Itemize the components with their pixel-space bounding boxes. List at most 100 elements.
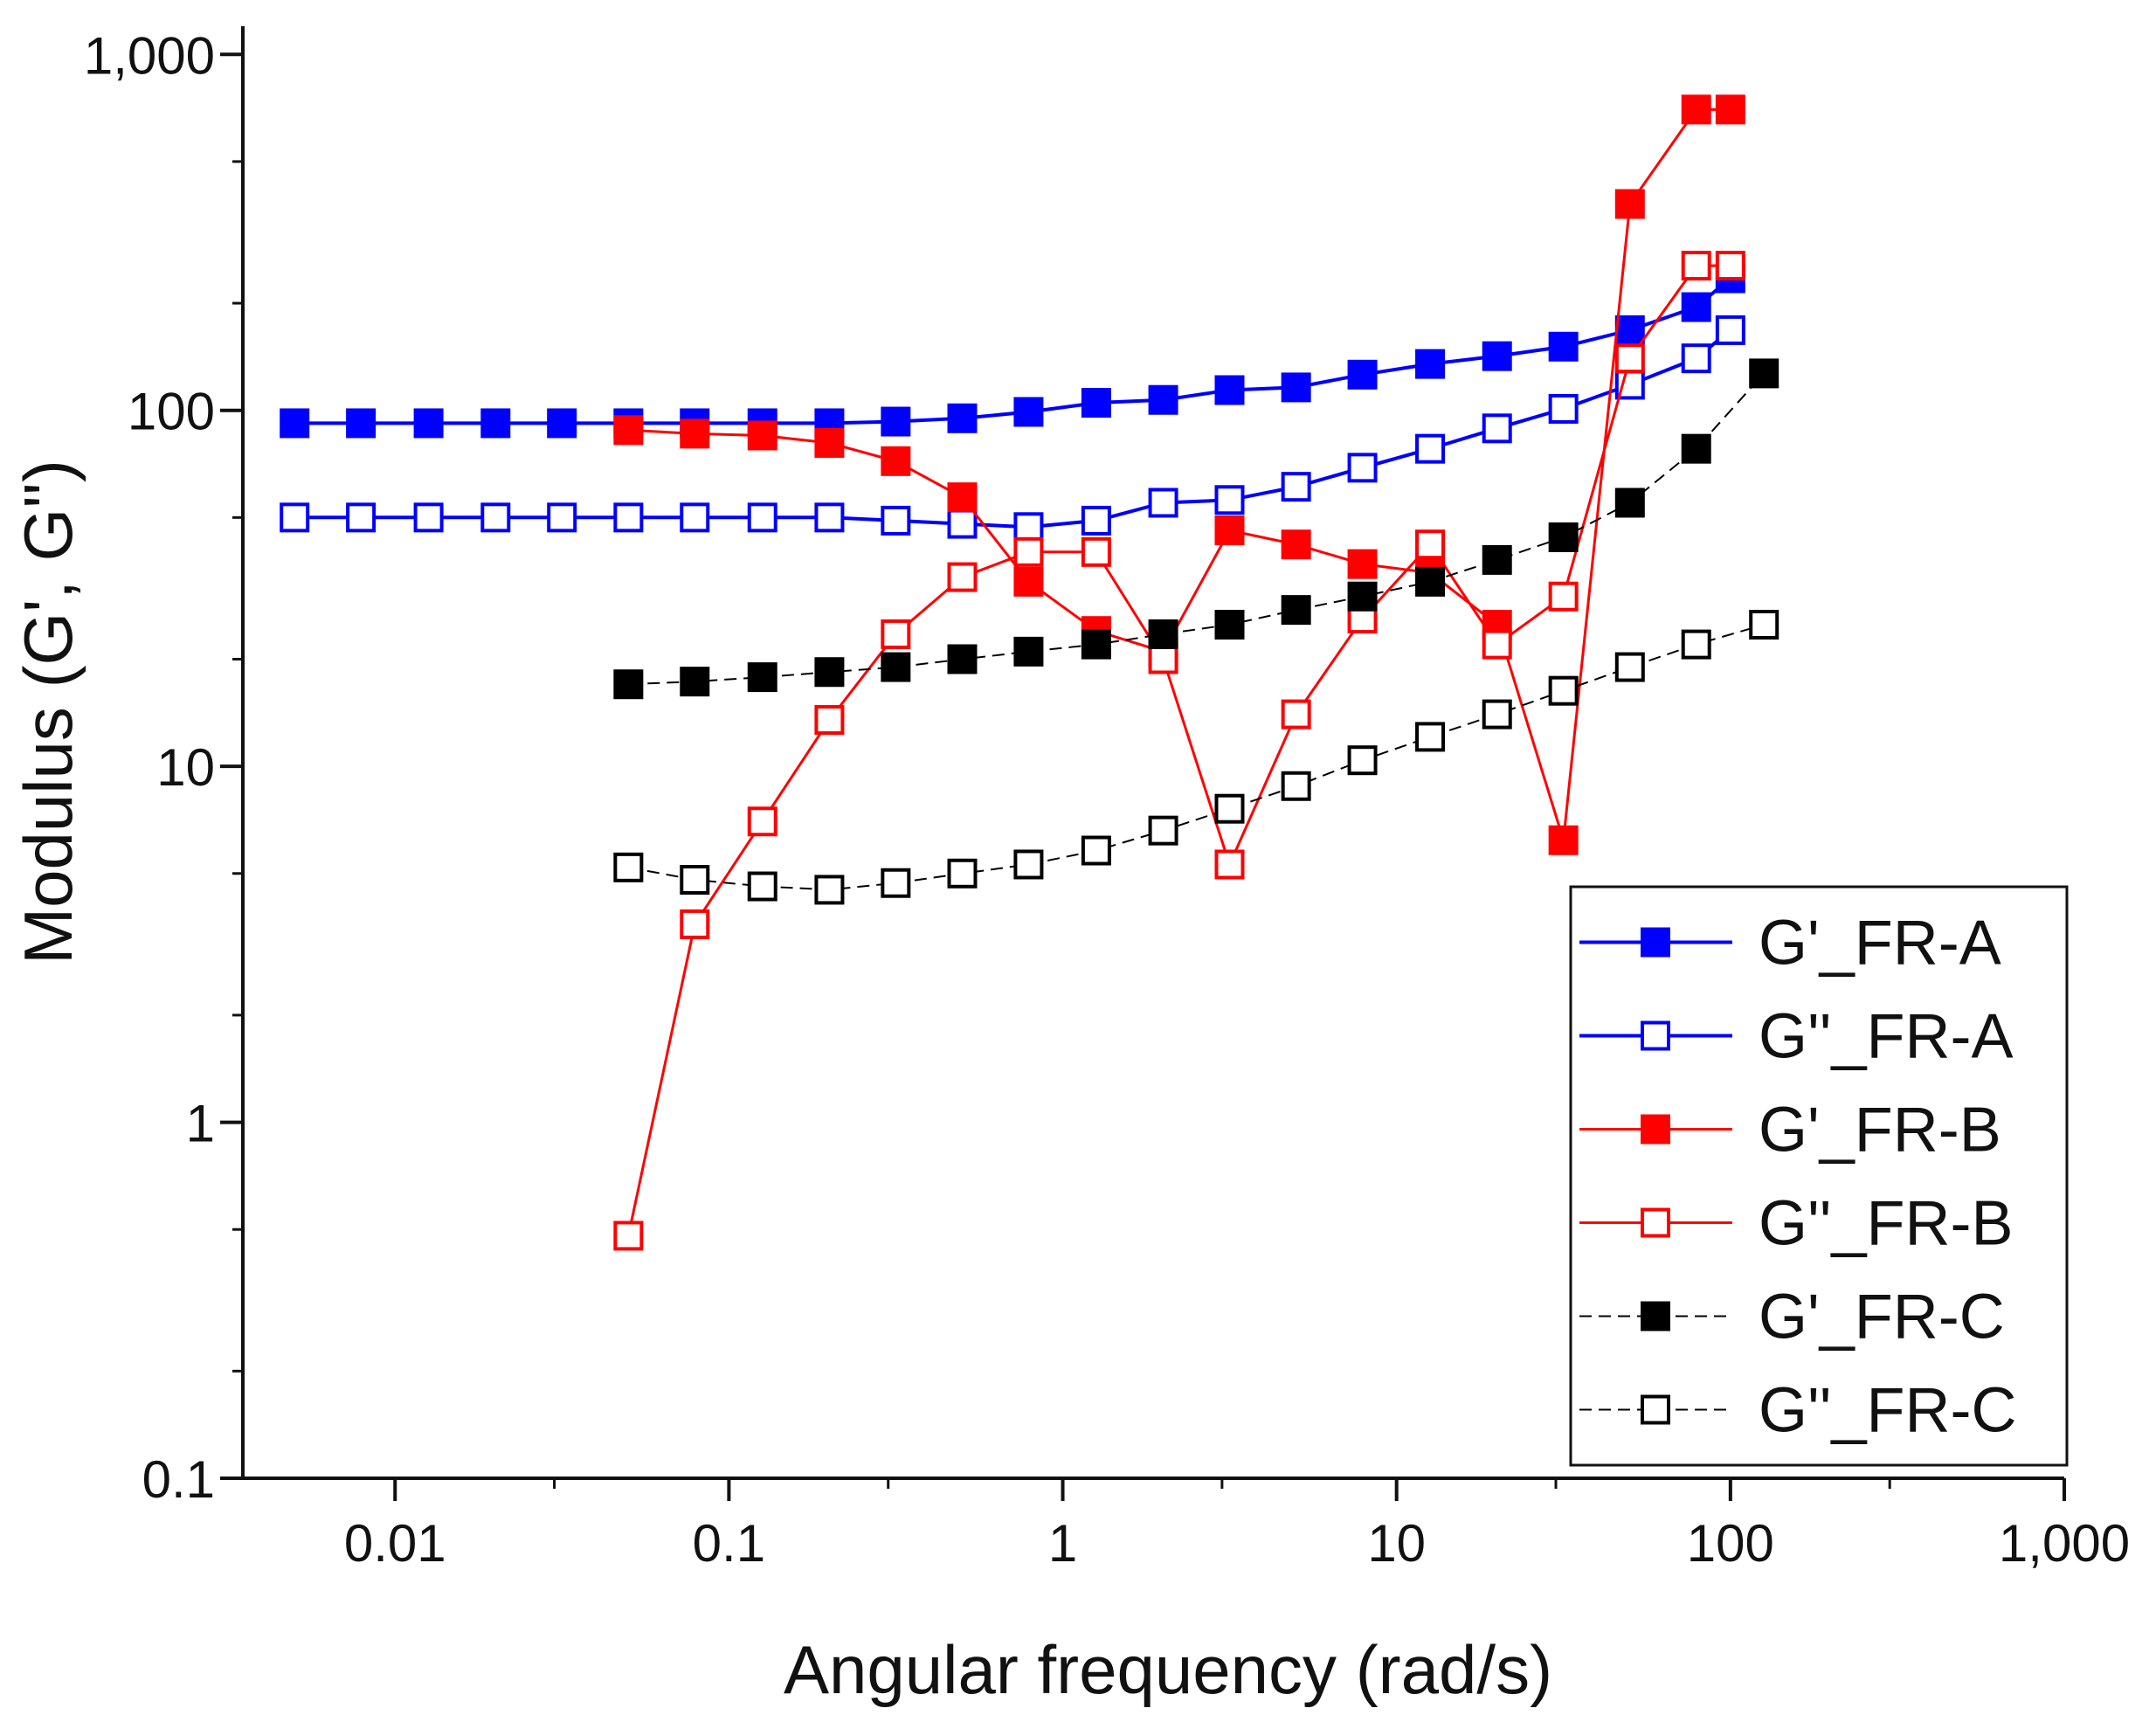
data-point [947,858,978,889]
data-point [881,505,911,536]
series-3 [613,251,1745,1251]
data-point [814,705,845,736]
x-tick-label: 100 [1687,1514,1774,1573]
legend-marker [1641,1114,1670,1145]
data-point [480,408,511,439]
data-point [1715,315,1745,345]
data-point [346,502,377,533]
data-point [1482,341,1512,371]
axes-layer: 0.01 0.1 1 10 100 1,000 0.1 1 10 100 1,000 [84,26,2130,1573]
data-point [881,652,911,682]
data-point [1548,522,1579,552]
data-point [881,868,911,898]
data-point [1214,609,1245,640]
legend-label: G''_FR-C [1759,1376,2017,1446]
data-point [1081,629,1111,660]
data-point [947,562,978,592]
x-tick-label: 10 [1367,1514,1426,1573]
data-point [1148,644,1178,674]
data-point [1548,581,1579,612]
data-point [1548,825,1579,855]
legend-entry: G'_FR-A [1579,909,2001,979]
y-tick-label: 10 [156,738,215,797]
legend-label: G'_FR-C [1759,1283,2005,1352]
data-point [747,871,777,902]
legend-entry: G'_FR-C [1579,1283,2005,1352]
data-point [747,502,777,533]
data-point [1681,251,1711,281]
series-line [626,264,1731,1236]
legend-marker [1641,927,1670,958]
x-tick-label: 0.01 [344,1514,446,1573]
data-point [747,806,777,837]
series-2 [613,94,1745,855]
data-point [1482,413,1512,444]
data-point [680,865,710,896]
data-point [1013,849,1044,880]
data-point [680,418,710,449]
data-point [1148,815,1178,846]
data-point [1482,544,1512,575]
series-5 [613,609,1779,905]
data-point [480,502,511,533]
series-0 [280,263,1745,439]
data-point [947,644,978,674]
data-point [1347,549,1378,579]
data-point [947,508,978,539]
legend-entry: G''_FR-C [1579,1376,2017,1446]
data-point [1347,581,1378,612]
data-point [1214,515,1245,546]
legend-entry: G''_FR-A [1579,1002,2014,1072]
data-point [1013,636,1044,667]
data-point [1681,94,1711,125]
legend-entry: G''_FR-B [1579,1189,2014,1259]
data-point [1681,433,1711,464]
data-point [1013,512,1044,543]
data-point [747,420,777,451]
data-point [680,502,710,533]
data-point [1214,375,1245,405]
data-point [747,662,777,693]
data-point [613,1221,644,1251]
data-point [1482,699,1512,730]
data-point [814,657,845,688]
data-point [1681,343,1711,374]
series-line [628,107,1731,841]
data-point [1415,722,1446,752]
legend-marker [1641,1394,1670,1425]
data-point [613,852,644,882]
data-point [1681,292,1711,322]
data-point [1415,349,1446,379]
data-point [613,669,644,700]
x-tick-label: 0.1 [693,1514,765,1573]
data-point [1415,566,1446,597]
data-point [881,619,911,649]
data-point [1081,536,1111,567]
data-point [1081,388,1111,418]
data-point [1415,529,1446,560]
data-point [1148,488,1178,518]
data-point [1281,529,1311,560]
data-point [814,502,845,533]
data-point [1013,536,1044,567]
data-point [1081,835,1111,866]
data-point [547,502,577,533]
data-point [947,482,978,513]
y-tick-label: 0.1 [142,1450,215,1509]
data-point [1281,472,1311,502]
legend-label: G''_FR-B [1759,1189,2014,1259]
data-point [1214,485,1245,515]
data-point [1281,771,1311,801]
legend-marker [1641,1207,1670,1238]
data-point [613,415,644,446]
series-line [628,372,1765,686]
legend-marker [1641,1301,1670,1331]
data-point [1214,849,1245,880]
legend-label: G'_FR-B [1759,1096,2001,1165]
x-tick-label: 1 [1048,1514,1077,1573]
data-point [1681,629,1711,660]
y-axis-title: Modulus (G', G'') [10,460,86,965]
series-line [294,276,1732,425]
data-point [1347,359,1378,390]
